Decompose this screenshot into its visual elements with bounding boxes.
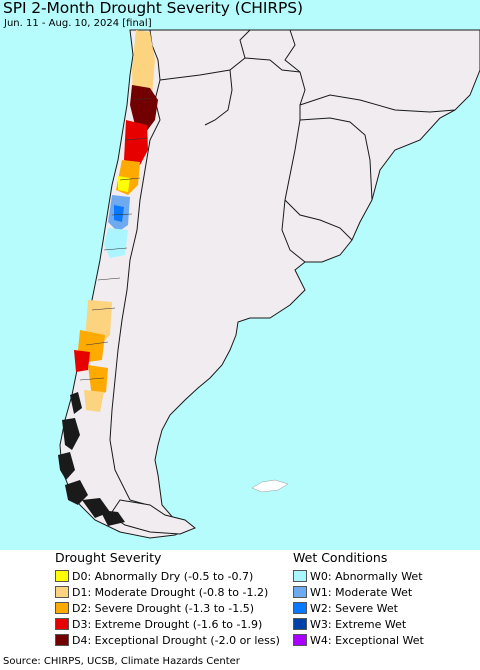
country-borders	[109, 29, 456, 506]
drought-legend-heading: Drought Severity	[55, 550, 162, 565]
legend-label: D3: Extreme Drought (-1.6 to -1.9)	[72, 617, 263, 631]
map-canvas	[58, 29, 480, 539]
land-mass	[59, 29, 480, 539]
swatch-w3	[293, 618, 307, 630]
legend-label: W3: Extreme Wet	[310, 617, 407, 631]
legend-item: W0: Abnormally Wet	[293, 568, 424, 584]
legend-label: W0: Abnormally Wet	[310, 569, 423, 583]
drought-map: SPI 2-Month Drought Severity (CHIRPS) Ju…	[0, 0, 480, 550]
d4-core-north	[130, 85, 158, 132]
source-credit: Source: CHIRPS, UCSB, Climate Hazards Ce…	[3, 656, 240, 667]
drought-overlay	[74, 30, 158, 412]
legend: Drought Severity D0: Abnormally Dry (-0.…	[0, 550, 480, 656]
drought-legend: Drought Severity D0: Abnormally Dry (-0.…	[55, 550, 280, 648]
legend-label: W2: Severe Wet	[310, 601, 398, 615]
legend-label: D2: Severe Drought (-1.3 to -1.5)	[72, 601, 255, 615]
legend-label: D1: Moderate Drought (-0.8 to -1.2)	[72, 585, 269, 599]
legend-item: D4: Exceptional Drought (-2.0 or less)	[55, 632, 280, 648]
swatch-d0	[55, 570, 69, 582]
swatch-d2	[55, 602, 69, 614]
wet-legend: Wet Conditions W0: Abnormally Wet W1: Mo…	[293, 550, 424, 648]
swatch-w0	[293, 570, 307, 582]
legend-label: D4: Exceptional Drought (-2.0 or less)	[72, 633, 280, 647]
falkland-islands	[251, 479, 289, 493]
legend-item: W4: Exceptional Wet	[293, 632, 424, 648]
w2-core-central	[114, 205, 124, 222]
legend-item: D1: Moderate Drought (-0.8 to -1.2)	[55, 584, 280, 600]
legend-item: W2: Severe Wet	[293, 600, 424, 616]
swatch-w1	[293, 586, 307, 598]
map-subtitle: Jun. 11 - Aug. 10, 2024 [final]	[4, 18, 152, 29]
map-title: SPI 2-Month Drought Severity (CHIRPS)	[3, 0, 303, 17]
wet-legend-heading: Wet Conditions	[293, 550, 388, 565]
swatch-w2	[293, 602, 307, 614]
d1-band-far-south	[84, 390, 104, 412]
swatch-w4	[293, 634, 307, 646]
d3-band-south	[74, 350, 90, 372]
swatch-d4	[55, 634, 69, 646]
d3-band-north	[124, 120, 148, 165]
w0-band-central	[104, 228, 128, 258]
d2-band-far-south	[88, 365, 108, 398]
legend-item: D0: Abnormally Dry (-0.5 to -0.7)	[55, 568, 280, 584]
legend-item: W3: Extreme Wet	[293, 616, 424, 632]
legend-item: D3: Extreme Drought (-1.6 to -1.9)	[55, 616, 280, 632]
legend-label: W4: Exceptional Wet	[310, 633, 424, 647]
fjord-islands	[58, 392, 125, 526]
region-lines	[79, 97, 153, 381]
legend-label: D0: Abnormally Dry (-0.5 to -0.7)	[72, 569, 254, 583]
swatch-d1	[55, 586, 69, 598]
legend-label: W1: Moderate Wet	[310, 585, 413, 599]
legend-item: W1: Moderate Wet	[293, 584, 424, 600]
legend-item: D2: Severe Drought (-1.3 to -1.5)	[55, 600, 280, 616]
d0-patch-north	[118, 176, 130, 192]
swatch-d3	[55, 618, 69, 630]
